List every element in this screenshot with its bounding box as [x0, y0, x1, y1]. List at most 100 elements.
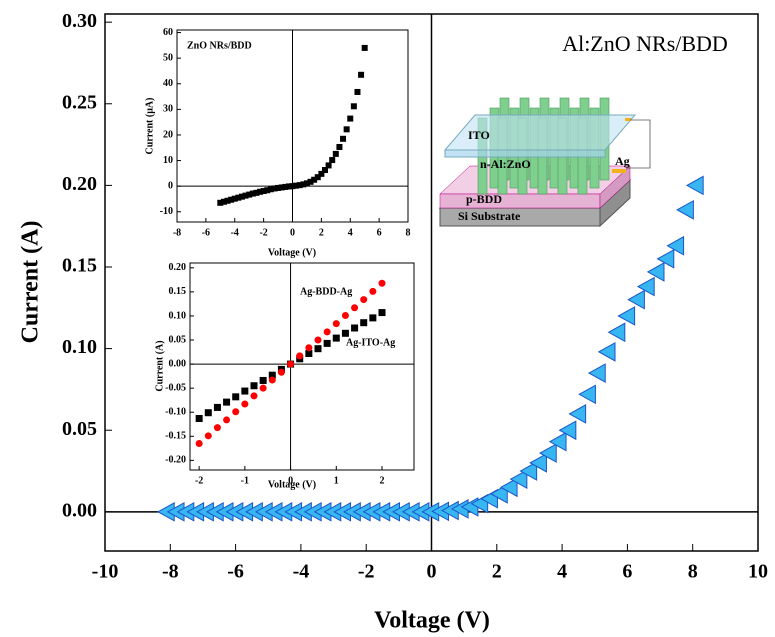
x-axis-title: Voltage (V) — [268, 247, 316, 258]
marker — [242, 192, 249, 199]
marker — [231, 195, 238, 202]
y-tick-label: 50 — [163, 52, 173, 63]
marker — [259, 384, 267, 392]
marker — [311, 176, 318, 183]
marker — [378, 309, 386, 317]
y-tick-label: 0.00 — [169, 358, 187, 369]
x-tick-label: 1 — [334, 475, 339, 486]
marker — [253, 189, 260, 196]
marker — [627, 289, 645, 310]
plot-frame — [189, 262, 415, 471]
x-tick-label: 8 — [688, 561, 698, 583]
x-tick-label: 4 — [557, 561, 567, 583]
wire — [626, 119, 651, 169]
annotation: Al:ZnO NRs/BDD — [562, 31, 728, 56]
marker — [332, 334, 340, 342]
marker — [529, 453, 547, 473]
schematic-label: Ag — [615, 154, 630, 168]
marker — [213, 424, 221, 432]
x-tick-label: 4 — [348, 227, 353, 238]
ag-contact — [612, 169, 626, 173]
x-tick-label: -2 — [358, 561, 375, 583]
marker — [323, 328, 331, 336]
y-tick-label: -0.20 — [165, 455, 186, 466]
marker — [568, 404, 587, 424]
marker — [264, 187, 271, 194]
marker — [282, 183, 289, 190]
marker — [305, 350, 313, 358]
marker — [314, 174, 321, 181]
y-tick-label: 0 — [168, 180, 173, 191]
marker — [519, 461, 538, 481]
marker — [224, 197, 231, 204]
y-tick-label: 0.15 — [169, 286, 187, 297]
marker — [539, 443, 557, 463]
x-axis-title: Voltage (V) — [374, 608, 490, 634]
marker — [287, 360, 295, 368]
y-tick-label: 0.20 — [169, 262, 187, 273]
y-tick-label: -0.05 — [165, 382, 186, 393]
y-tick-label: 30 — [163, 104, 173, 115]
y-tick-label: 10 — [163, 155, 173, 166]
x-tick-label: -1 — [241, 475, 249, 486]
y-tick-label: -10 — [160, 206, 173, 217]
marker — [354, 88, 361, 95]
ito-contact — [625, 118, 631, 121]
marker — [325, 162, 332, 169]
marker — [676, 200, 694, 220]
marker — [300, 181, 307, 188]
marker — [204, 432, 212, 440]
marker — [360, 296, 368, 304]
schematic-label: p-BDD — [466, 192, 502, 206]
marker — [296, 182, 303, 189]
marker — [228, 196, 235, 203]
x-tick-label: 2 — [492, 561, 502, 583]
marker — [249, 190, 256, 197]
marker — [509, 469, 528, 490]
x-tick-label: 2 — [319, 227, 324, 238]
series-label: Ag-ITO-Ag — [346, 337, 395, 348]
marker — [213, 403, 221, 411]
marker — [250, 392, 258, 400]
series-label: Ag-BDD-Ag — [300, 286, 352, 297]
marker — [378, 279, 386, 287]
y-tick-label: 0.15 — [62, 255, 97, 277]
marker — [329, 157, 336, 164]
marker — [490, 484, 508, 504]
marker — [597, 342, 616, 362]
marker — [558, 420, 577, 441]
marker — [268, 371, 276, 379]
marker — [617, 306, 636, 326]
marker — [241, 387, 249, 395]
x-tick-label: 6 — [622, 561, 632, 583]
marker — [235, 194, 242, 201]
x-tick-label: -2 — [259, 227, 267, 238]
marker — [307, 178, 314, 185]
marker — [548, 431, 567, 452]
y-tick-label: 0.20 — [62, 173, 97, 195]
schematic-label: ITO — [468, 128, 490, 142]
x-tick-label: -6 — [202, 227, 210, 238]
marker — [636, 276, 655, 297]
marker — [223, 398, 231, 406]
marker — [646, 262, 665, 282]
x-tick-label: 6 — [377, 227, 382, 238]
marker — [275, 184, 282, 191]
marker — [369, 314, 377, 322]
y-tick-label: 0.10 — [169, 310, 187, 321]
x-tick-label: -10 — [92, 561, 119, 583]
marker — [347, 115, 354, 122]
marker — [259, 376, 267, 384]
marker — [499, 477, 518, 498]
marker — [343, 126, 350, 133]
marker — [351, 324, 359, 332]
schematic-label: Si Substrate — [458, 209, 521, 223]
marker — [340, 135, 347, 142]
bdd-side — [599, 165, 631, 209]
marker — [314, 345, 322, 353]
marker — [350, 103, 357, 110]
x-tick-label: 0 — [427, 561, 437, 583]
marker — [351, 304, 359, 312]
x-tick-label: 0 — [288, 475, 293, 486]
